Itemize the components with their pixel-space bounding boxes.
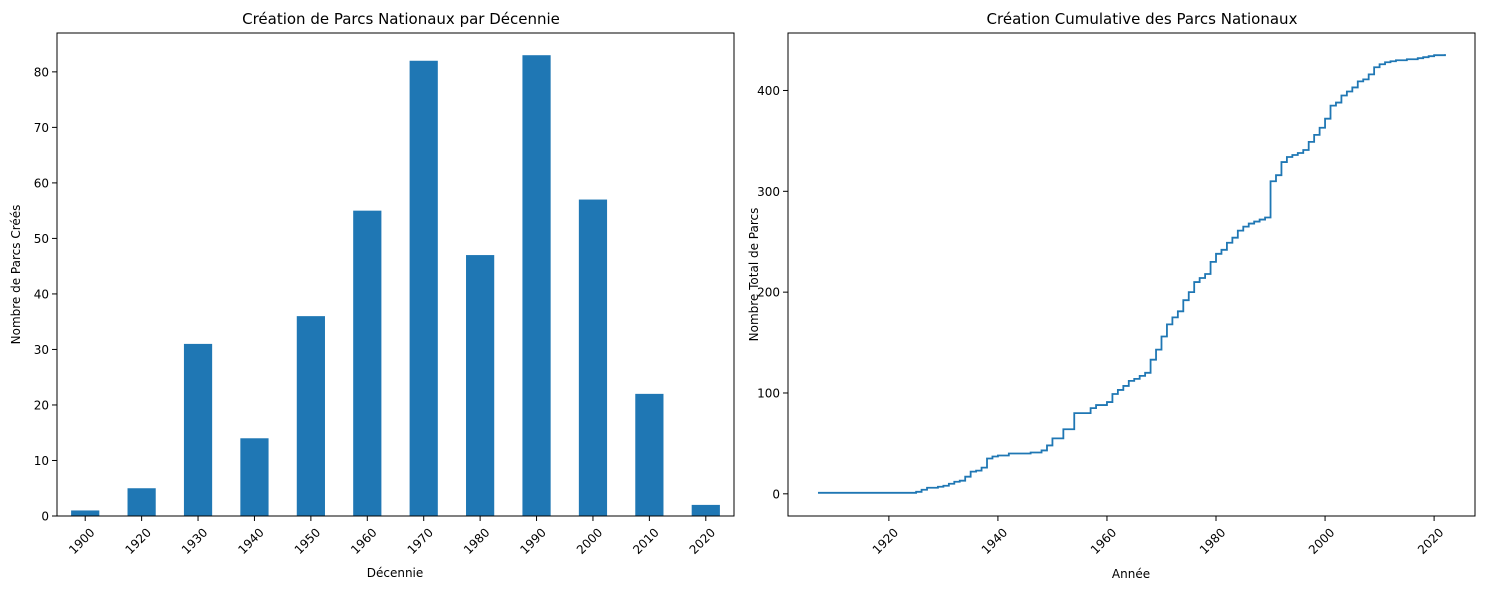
cumulative-line-chart: Création Cumulative des Parcs Nationaux … [747,10,1476,581]
x-tick-label: 1980 [1197,525,1228,556]
chart2-cumulative-line [817,54,1446,494]
x-tick-label: 1920 [122,525,153,556]
chart2-ticks: 1920 1940 1960 1980 2000 2020 0 100 200 300 400 [757,84,1446,557]
x-tick-label: 2000 [574,525,605,556]
x-tick-label: 1960 [1088,525,1119,556]
chart2-x-axis-label: Année [1112,567,1150,581]
x-tick-label: 2010 [630,525,661,556]
y-tick-label: 50 [34,232,49,246]
y-tick-label: 400 [757,84,780,98]
bar-1950 [296,316,325,516]
x-tick-label: 1900 [66,525,97,556]
y-tick-label: 10 [34,454,49,468]
x-tick-label: 1950 [292,525,323,556]
x-tick-label: 1970 [405,525,436,556]
x-tick-label: 1990 [517,525,548,556]
y-tick-label: 70 [34,121,49,135]
x-tick-label: 1940 [979,525,1010,556]
x-tick-label: 1920 [870,525,901,556]
chart2-plot-frame [787,32,1476,517]
bar-2000 [578,199,608,516]
x-tick-label: 2020 [1415,525,1446,556]
chart1-title: Création de Parcs Nationaux par Décennie [242,10,560,28]
bar-1980 [466,255,495,516]
y-tick-label: 100 [757,386,780,400]
bar-2020 [691,504,720,516]
x-tick-label: 2020 [687,525,718,556]
x-tick-label: 2000 [1306,525,1337,556]
chart1-plot-frame [56,32,735,517]
y-tick-label: 300 [757,185,780,199]
chart1-bars [71,55,720,517]
chart1-y-axis-label: Nombre de Parcs Créés [9,205,23,345]
y-tick-label: 80 [34,65,49,79]
decade-bar-chart: Création de Parcs Nationaux par Décennie… [9,10,735,580]
y-tick-label: 60 [34,176,49,190]
bar-1990 [522,55,551,516]
x-tick-label: 1940 [235,525,266,556]
y-tick-label: 200 [757,286,780,300]
chart2-y-axis-label: Nombre Total de Parcs [747,208,761,342]
bar-1970 [409,60,438,517]
y-tick-label: 30 [34,343,49,357]
bar-1930 [183,343,213,516]
x-tick-label: 1960 [348,525,379,556]
x-tick-label: 1980 [461,525,492,556]
bar-1900 [71,510,100,516]
bar-1920 [127,488,156,516]
y-tick-label: 0 [41,510,49,524]
chart2-title: Création Cumulative des Parcs Nationaux [987,10,1298,28]
bar-2010 [635,393,664,516]
y-tick-label: 0 [772,487,780,501]
bar-1960 [353,210,382,517]
bar-1940 [240,438,269,516]
x-tick-label: 1930 [179,525,210,556]
y-tick-label: 40 [34,287,49,301]
chart1-x-axis-label: Décennie [367,566,424,580]
y-tick-label: 20 [34,398,49,412]
